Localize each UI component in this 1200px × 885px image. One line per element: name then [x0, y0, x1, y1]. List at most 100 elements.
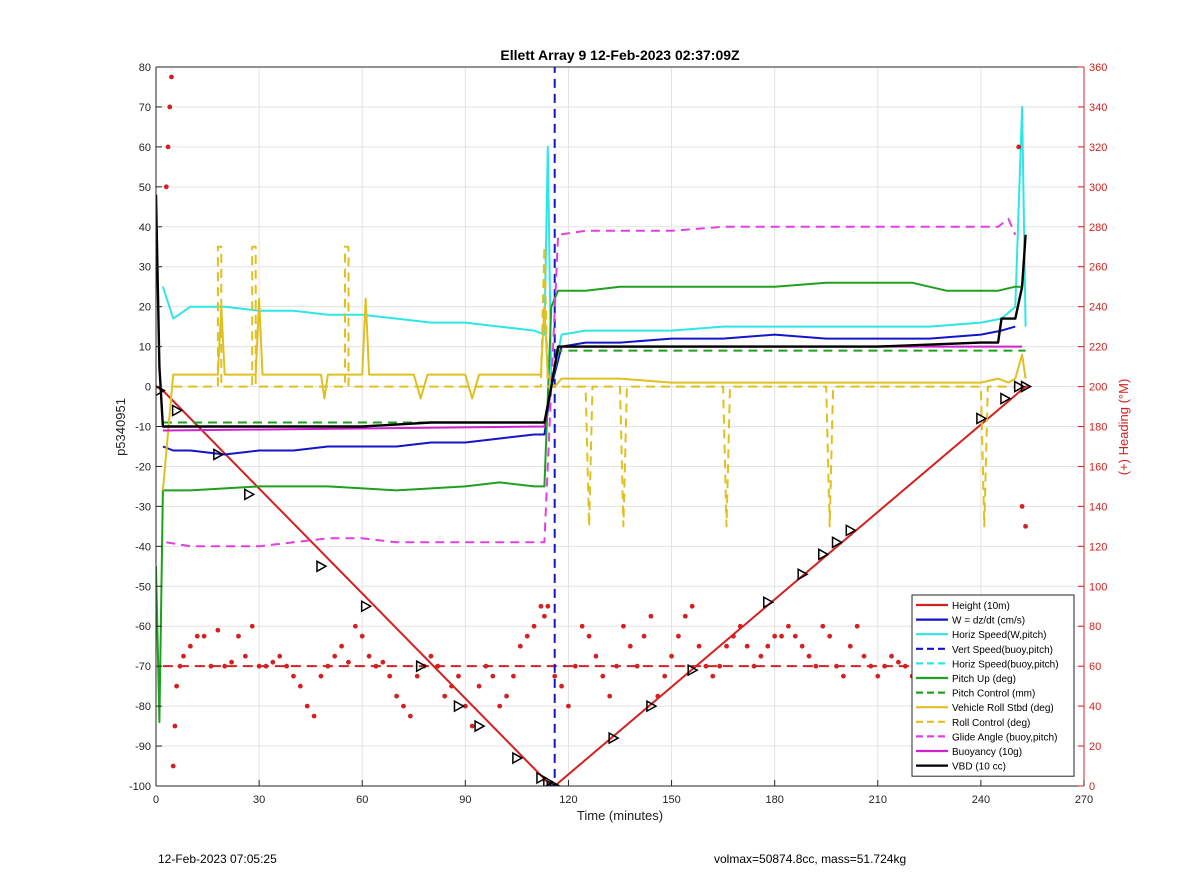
heading-point: [517, 643, 523, 649]
heading-point: [263, 663, 269, 669]
height-marker: [536, 771, 548, 785]
series-line-vert-speed-buoy-pitch: [547, 67, 556, 786]
y-tick-label-left: 20: [139, 302, 151, 314]
heading-point: [428, 653, 434, 659]
y-tick-label-right: 360: [1089, 62, 1107, 74]
height-marker: [453, 699, 466, 713]
y-tick-label-right: 340: [1089, 102, 1107, 114]
legend-label: Pitch Up (deg): [952, 674, 1016, 685]
legend-label: Glide Angle (buoy,pitch): [952, 732, 1057, 743]
heading-point: [559, 683, 564, 689]
height-marker: [763, 595, 775, 609]
height-marker: [360, 599, 373, 613]
heading-point: [277, 653, 283, 659]
heading-point: [696, 643, 702, 649]
series-line-pitch-control-mm: [162, 349, 1026, 424]
heading-point: [889, 653, 894, 659]
height-marker: [474, 719, 486, 733]
y-tick-label-right: 200: [1089, 382, 1107, 394]
y-tick-label-left: 60: [139, 142, 151, 154]
y-tick-label-right: 80: [1089, 621, 1101, 633]
heading-point: [208, 663, 214, 669]
heading-point: [304, 703, 310, 709]
heading-point: [407, 713, 413, 719]
heading-point: [504, 693, 509, 699]
heading-point: [572, 663, 578, 669]
legend-label: Roll Control (deg): [952, 718, 1030, 729]
heading-point: [229, 659, 235, 665]
heading-point: [614, 663, 619, 669]
heading-point: [751, 663, 757, 669]
height-marker: [156, 385, 166, 397]
heading-point: [380, 659, 386, 665]
heading-point: [841, 673, 846, 679]
heading-point: [172, 723, 178, 729]
height-marker: [543, 775, 555, 786]
y-tick-label-right: 220: [1089, 342, 1107, 354]
heading-point: [882, 663, 888, 669]
y-tick-label-left: 10: [139, 342, 151, 354]
y-tick-label-right: 180: [1089, 422, 1107, 434]
footer-mass-info: volmax=50874.8cc, mass=51.724kg: [714, 852, 907, 866]
heading-point: [249, 623, 255, 629]
heading-point: [566, 703, 571, 709]
height-marker: [646, 699, 658, 713]
y-tick-label-right: 40: [1089, 701, 1101, 713]
heading-point: [621, 623, 626, 629]
heading-point: [586, 633, 592, 639]
height-marker: [845, 524, 857, 537]
heading-point: [541, 613, 547, 619]
heading-point: [600, 673, 606, 679]
height-marker: [976, 412, 988, 425]
heading-point: [744, 643, 750, 649]
heading-point: [177, 663, 183, 669]
heading-point: [627, 643, 633, 649]
heading-point: [490, 673, 496, 679]
heading-point: [256, 663, 262, 669]
x-tick-label: 60: [356, 794, 368, 806]
heading-point: [634, 663, 640, 669]
height-marker: [546, 779, 558, 786]
heading-point: [717, 663, 723, 669]
heading-point: [813, 663, 819, 669]
legend-label: W = dz/dt (cm/s): [952, 616, 1025, 627]
heading-point: [854, 623, 860, 629]
height-marker: [244, 488, 256, 501]
x-axis-label: Time (minutes): [577, 808, 663, 823]
y-tick-label-left: 80: [139, 62, 151, 74]
legend-label: Height (10m): [952, 601, 1010, 612]
heading-point: [786, 623, 791, 629]
x-tick-label: 120: [559, 794, 577, 806]
heading-point: [194, 633, 200, 639]
heading-point: [181, 653, 186, 659]
y-tick-label-left: 0: [145, 382, 151, 394]
heading-point: [469, 723, 475, 729]
heading-point: [167, 104, 173, 110]
heading-point: [703, 663, 709, 669]
heading-point: [174, 683, 180, 689]
y-tick-label-left: -100: [129, 781, 151, 793]
heading-point: [662, 673, 668, 679]
heading-point: [462, 703, 468, 709]
legend-label: Horiz Speed(W,pitch): [952, 630, 1046, 641]
heading-point: [875, 673, 881, 679]
heading-point: [545, 603, 551, 609]
heading-point: [497, 703, 503, 709]
heading-point: [169, 74, 174, 80]
legend-box: [911, 594, 1075, 777]
heading-point: [641, 633, 647, 639]
heading-point: [476, 683, 482, 689]
heading-point: [861, 653, 867, 659]
x-tick-label: 30: [253, 794, 265, 806]
heading-point: [799, 643, 805, 649]
heading-point: [772, 633, 778, 639]
series-line-vbd-10-cc: [156, 194, 1027, 428]
legend-label: Vehicle Roll Stbd (deg): [952, 703, 1054, 714]
height-marker: [512, 751, 524, 765]
heading-point: [765, 643, 771, 649]
x-tick-label: 240: [972, 794, 990, 806]
y-tick-label-left: -50: [135, 581, 151, 593]
height-marker: [797, 568, 809, 581]
legend-label: Horiz Speed(buoy,pitch): [952, 659, 1059, 670]
